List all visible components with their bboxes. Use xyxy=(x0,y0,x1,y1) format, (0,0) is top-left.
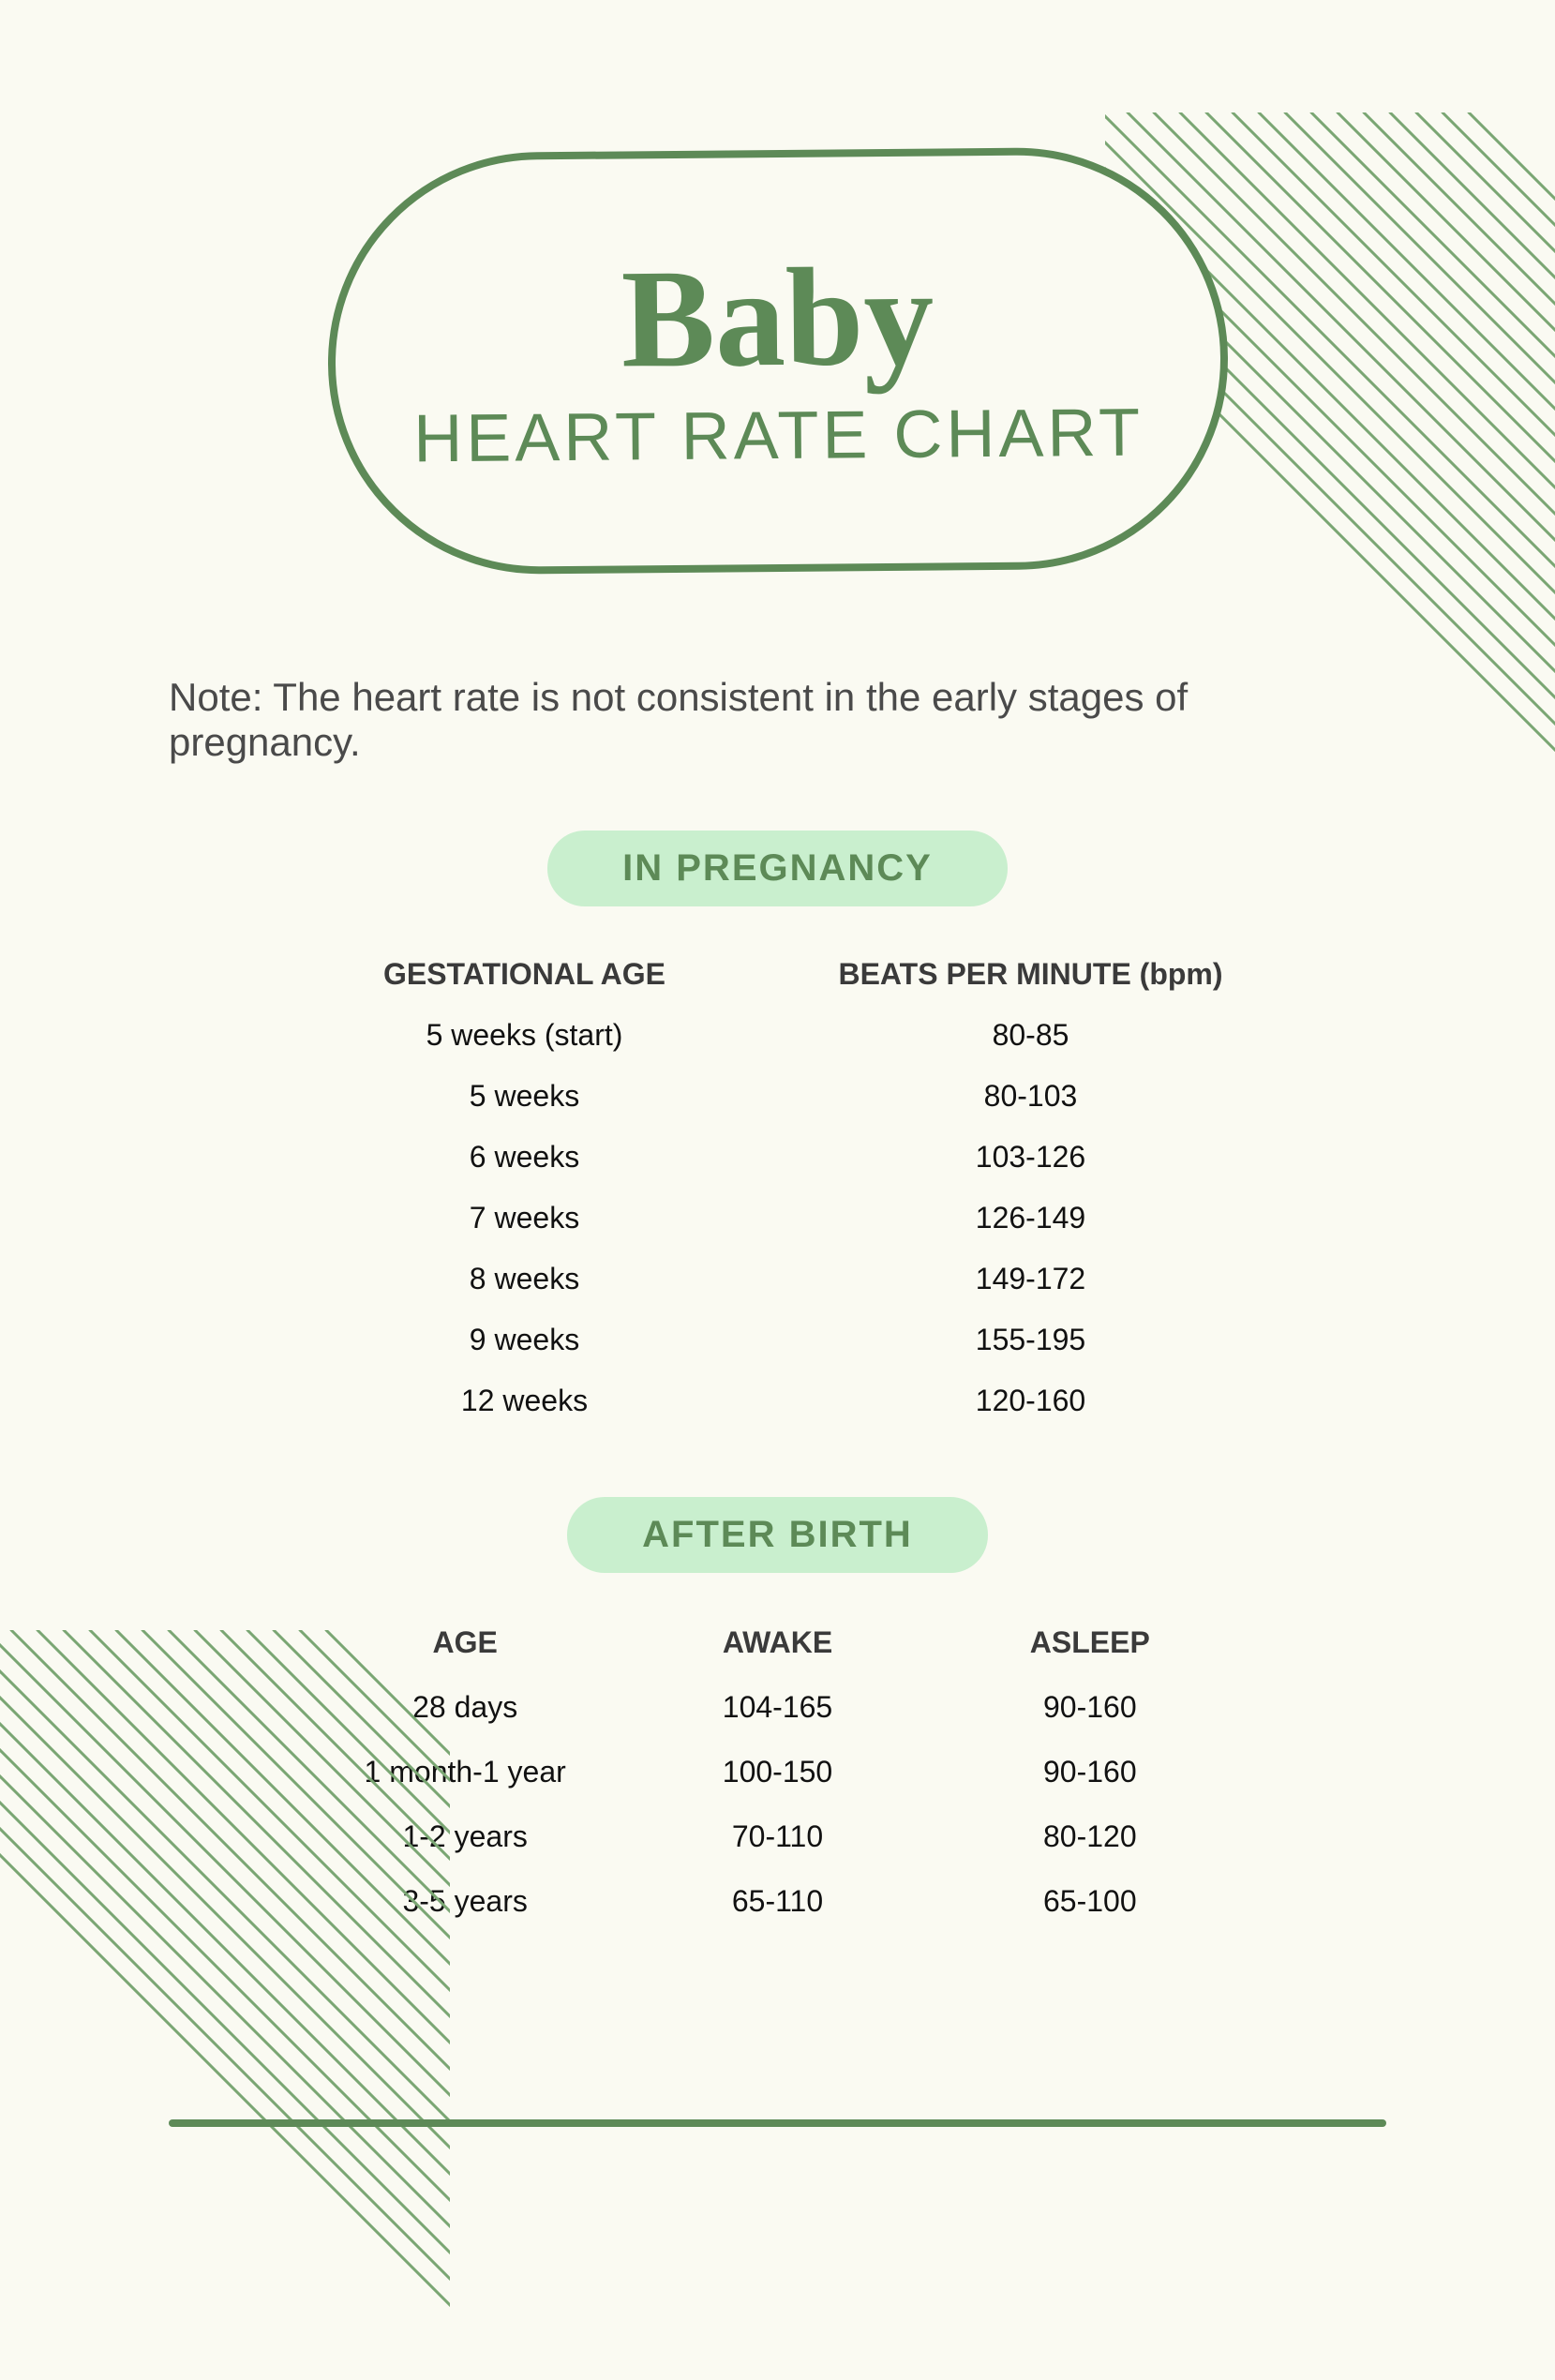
section-pill-after-birth: AFTER BIRTH xyxy=(567,1497,988,1573)
col-header: BEATS PER MINUTE (bpm) xyxy=(778,944,1284,1005)
table-cell: 65-110 xyxy=(621,1869,934,1934)
col-header: AWAKE xyxy=(621,1610,934,1675)
table-row: 5 weeks (start)80-85 xyxy=(272,1005,1284,1066)
table-row: 8 weeks149-172 xyxy=(272,1249,1284,1310)
table-cell: 90-160 xyxy=(934,1675,1246,1740)
table-cell: 1 month-1 year xyxy=(309,1740,621,1804)
table-row: 12 weeks120-160 xyxy=(272,1370,1284,1431)
table-cell: 9 weeks xyxy=(272,1310,778,1370)
table-cell: 149-172 xyxy=(778,1249,1284,1310)
col-header: ASLEEP xyxy=(934,1610,1246,1675)
table-cell: 80-103 xyxy=(778,1066,1284,1127)
section-pregnancy: IN PREGNANCY GESTATIONAL AGE BEATS PER M… xyxy=(0,831,1555,1431)
table-cell: 155-195 xyxy=(778,1310,1284,1370)
col-header: AGE xyxy=(309,1610,621,1675)
table-row: 7 weeks126-149 xyxy=(272,1188,1284,1249)
table-after-birth: AGE AWAKE ASLEEP 28 days104-16590-1601 m… xyxy=(309,1610,1247,1934)
table-head: AGE AWAKE ASLEEP xyxy=(309,1610,1247,1675)
table-cell: 80-120 xyxy=(934,1804,1246,1869)
table-head: GESTATIONAL AGE BEATS PER MINUTE (bpm) xyxy=(272,944,1284,1005)
table-cell: 70-110 xyxy=(621,1804,934,1869)
table-pregnancy: GESTATIONAL AGE BEATS PER MINUTE (bpm) 5… xyxy=(272,944,1284,1431)
table-cell: 100-150 xyxy=(621,1740,934,1804)
title-script: Baby xyxy=(621,247,934,390)
table-cell: 65-100 xyxy=(934,1869,1246,1934)
table-row: 1 month-1 year100-15090-160 xyxy=(309,1740,1247,1804)
table-cell: 5 weeks (start) xyxy=(272,1005,778,1066)
footer-rule xyxy=(169,2119,1386,2127)
col-header: GESTATIONAL AGE xyxy=(272,944,778,1005)
table-cell: 8 weeks xyxy=(272,1249,778,1310)
table-row: 3-5 years65-11065-100 xyxy=(309,1869,1247,1934)
table-cell: 5 weeks xyxy=(272,1066,778,1127)
table-cell: 7 weeks xyxy=(272,1188,778,1249)
section-after-birth: AFTER BIRTH AGE AWAKE ASLEEP 28 days104-… xyxy=(0,1497,1555,1934)
table-row: 1-2 years70-11080-120 xyxy=(309,1804,1247,1869)
table-row: 5 weeks80-103 xyxy=(272,1066,1284,1127)
table-cell: 80-85 xyxy=(778,1005,1284,1066)
title-badge: Baby HEART RATE CHART xyxy=(326,146,1230,576)
table-row: 9 weeks155-195 xyxy=(272,1310,1284,1370)
table-cell: 90-160 xyxy=(934,1740,1246,1804)
title-subtitle: HEART RATE CHART xyxy=(412,395,1143,478)
section-pill-pregnancy: IN PREGNANCY xyxy=(547,831,1008,906)
note-text: Note: The heart rate is not consistent i… xyxy=(169,675,1386,765)
table-cell: 103-126 xyxy=(778,1127,1284,1188)
table-cell: 3-5 years xyxy=(309,1869,621,1934)
table-cell: 12 weeks xyxy=(272,1370,778,1431)
table-cell: 6 weeks xyxy=(272,1127,778,1188)
table-cell: 104-165 xyxy=(621,1675,934,1740)
table-cell: 28 days xyxy=(309,1675,621,1740)
table-cell: 1-2 years xyxy=(309,1804,621,1869)
table-cell: 126-149 xyxy=(778,1188,1284,1249)
table-row: 6 weeks103-126 xyxy=(272,1127,1284,1188)
table-cell: 120-160 xyxy=(778,1370,1284,1431)
table-row: 28 days104-16590-160 xyxy=(309,1675,1247,1740)
